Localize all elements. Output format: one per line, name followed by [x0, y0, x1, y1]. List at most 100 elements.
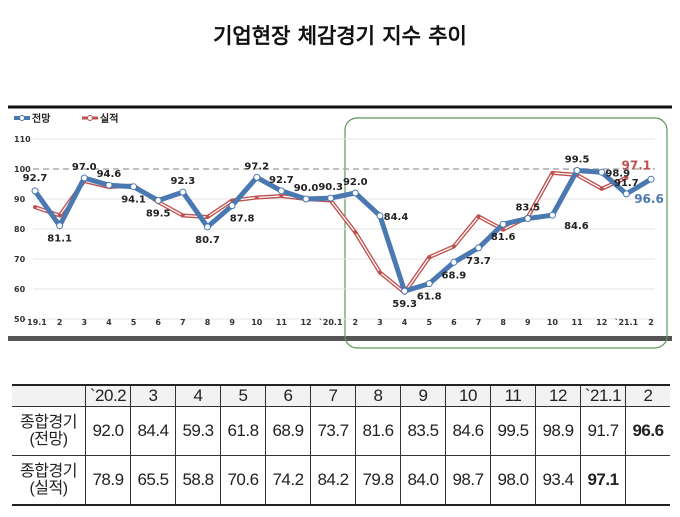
series-전망-point	[401, 287, 409, 295]
x-tick-label: 8	[205, 318, 211, 327]
series-전망-point	[130, 183, 138, 191]
x-tick-label: 4	[106, 318, 112, 327]
series-전망-point	[31, 187, 39, 195]
series-실적-point	[550, 170, 555, 175]
series-전망-point	[548, 211, 556, 219]
table-cell: 68.9	[265, 406, 311, 456]
column-header: 12	[535, 385, 581, 407]
data-label: 81.6	[491, 232, 516, 243]
series-전망-point	[80, 174, 88, 182]
page-title: 기업현장 체감경기 지수 추이	[213, 24, 467, 48]
series-전망-point	[450, 258, 458, 266]
data-label: 92.0	[343, 177, 368, 188]
x-tick-label: 7	[180, 318, 186, 327]
series-전망-point	[327, 194, 335, 202]
table-row: 종합경기 (전망) 92.0 84.4 59.3 61.8 68.9 73.7 81.6 83.5…	[12, 406, 670, 456]
table-cell: 84.4	[130, 406, 176, 456]
table-cell: 93.4	[535, 455, 581, 505]
data-label: 90.3	[318, 182, 343, 193]
series-실적-point	[451, 244, 456, 249]
data-label: 92.7	[23, 173, 48, 184]
x-tick-label: 2	[353, 318, 359, 327]
column-header: 5	[220, 385, 266, 407]
table-cell: 84.2	[310, 455, 356, 505]
x-tick-label: `21.1	[614, 317, 638, 327]
y-tick-label: 110	[14, 135, 31, 144]
series-전망-point	[154, 197, 162, 204]
x-tick-label: 10	[251, 318, 263, 327]
legend-marker	[87, 115, 93, 121]
data-label: 84.6	[564, 221, 589, 232]
data-label: 59.3	[392, 299, 417, 310]
row-label: 종합경기 (전망)	[12, 406, 86, 456]
row-label-line: 종합경기	[20, 463, 77, 480]
column-header: `21.1	[580, 385, 626, 407]
series-전망-point	[277, 187, 285, 195]
data-label: 84.4	[384, 212, 409, 223]
series-전망-point	[351, 189, 359, 197]
bottom-border	[8, 336, 672, 341]
table-cell: 99.5	[490, 406, 536, 456]
row-label-line: (전망)	[29, 431, 68, 448]
y-tick-label: 100	[14, 165, 31, 174]
table-cell: 58.8	[175, 455, 221, 505]
table-cell: 96.6	[625, 406, 670, 456]
table-cell: 65.5	[130, 455, 176, 505]
series-전망-point	[524, 215, 532, 222]
series-전망-line	[32, 168, 653, 294]
x-tick-label: 8	[500, 318, 506, 327]
table-cell: 83.5	[400, 406, 446, 456]
x-tick-label: 6	[155, 318, 161, 327]
x-tick-label: 10	[547, 318, 559, 327]
table-cell: 74.2	[265, 455, 311, 505]
series-실적-point	[476, 214, 481, 219]
table-cell: 98.7	[445, 455, 491, 505]
series-전망-point	[302, 195, 310, 203]
x-tick-label: 3	[81, 318, 87, 327]
data-label: 98.9	[605, 168, 630, 179]
series-전망-point	[475, 244, 483, 252]
legend-label: 실적	[100, 112, 118, 125]
table-cell: 92.0	[85, 406, 131, 456]
column-header: 8	[355, 385, 401, 407]
series-실적-point	[57, 213, 62, 218]
x-tick-label: 7	[476, 318, 482, 327]
data-label: 73.7	[466, 256, 491, 267]
series-전망-point	[499, 220, 507, 228]
data-label: 96.6	[634, 192, 664, 206]
series-실적-point	[377, 270, 382, 275]
column-header: 4	[175, 385, 221, 407]
data-label: 80.7	[195, 235, 220, 246]
table-cell: 73.7	[310, 406, 356, 456]
row-label: 종합경기 (실적)	[12, 456, 86, 506]
row-label-line: (실적)	[29, 480, 68, 497]
series-전망-point	[598, 168, 606, 176]
series-실적-point	[205, 215, 210, 219]
table-cell: 78.9	[85, 455, 131, 505]
data-label: 68.9	[442, 270, 467, 281]
column-header: 6	[265, 385, 311, 407]
data-label: 81.1	[47, 234, 72, 245]
series-실적-point	[353, 230, 358, 235]
data-label: 97.2	[244, 161, 269, 172]
series-실적-point	[599, 186, 604, 191]
series-실적-point	[180, 213, 185, 218]
data-label: 83.5	[515, 203, 540, 214]
series-전망-point	[228, 202, 236, 210]
x-tick-label: 12	[300, 318, 311, 327]
highlight-box	[344, 117, 668, 349]
table-cell: 59.3	[175, 406, 221, 456]
data-label: 87.8	[230, 214, 255, 225]
x-tick-label: 5	[426, 318, 432, 327]
column-header: 7	[310, 385, 356, 407]
y-tick-label: 90	[14, 195, 26, 204]
series-전망-point	[647, 175, 655, 183]
legend-label: 전망	[32, 112, 51, 125]
x-tick-label: 2	[57, 318, 63, 327]
column-header: 11	[490, 385, 536, 407]
table-cell: 98.0	[490, 455, 536, 505]
data-label: 97.1	[622, 159, 652, 173]
x-tick-label: 2	[648, 318, 654, 327]
x-tick-label: 9	[525, 318, 531, 327]
data-label: 97.0	[72, 162, 97, 173]
